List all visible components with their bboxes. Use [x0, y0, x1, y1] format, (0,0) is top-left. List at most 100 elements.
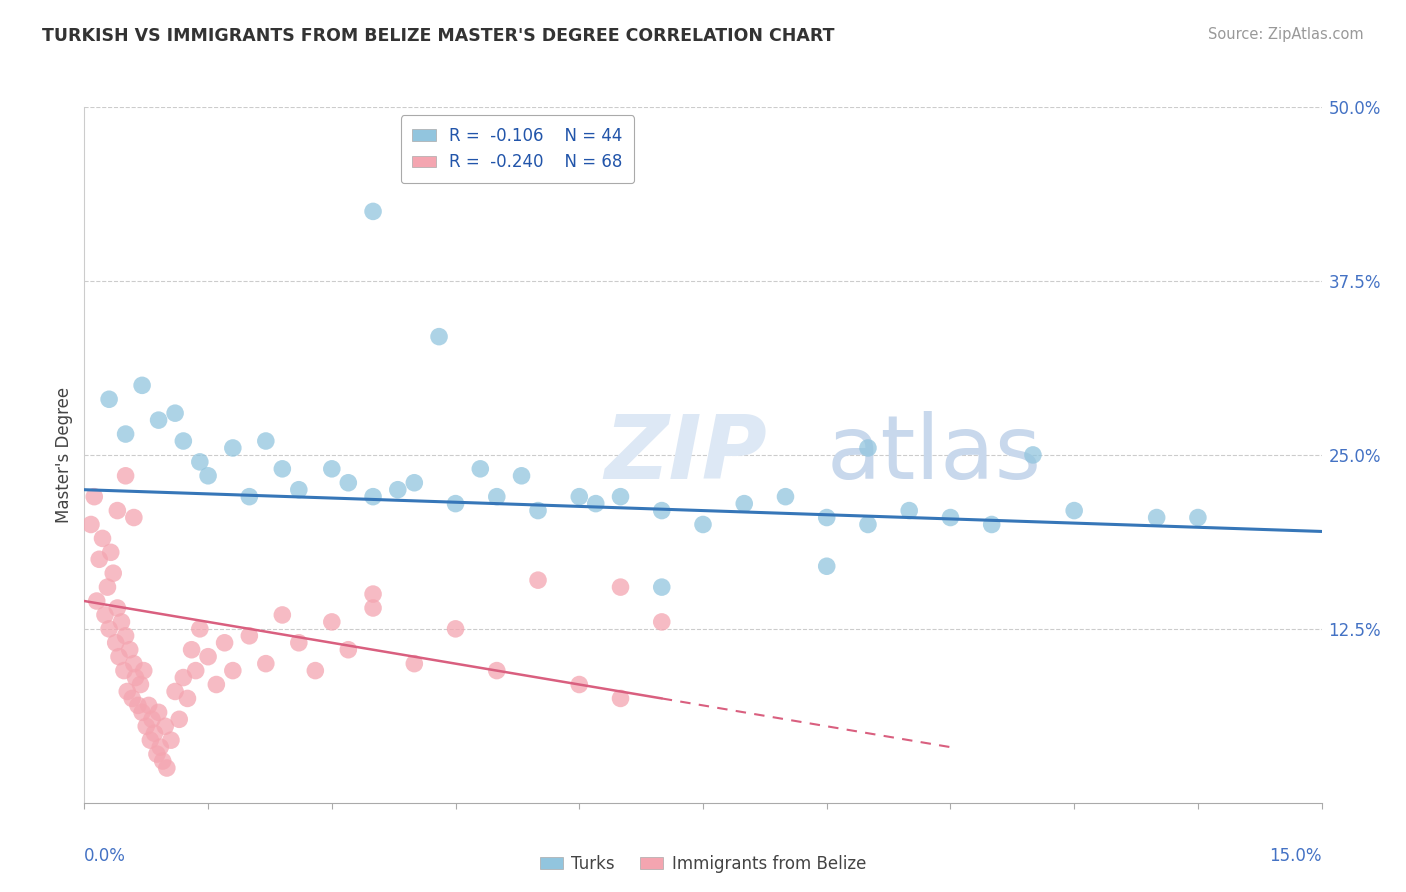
Point	[361, 490, 384, 504]
Point	[205, 677, 228, 691]
Point	[387, 483, 409, 497]
Point	[1146, 510, 1168, 524]
Point	[651, 580, 673, 594]
Point	[361, 601, 384, 615]
Point	[271, 462, 294, 476]
Point	[775, 490, 797, 504]
Legend: Turks, Immigrants from Belize: Turks, Immigrants from Belize	[533, 848, 873, 880]
Point	[172, 671, 194, 685]
Point	[129, 677, 152, 691]
Point	[585, 497, 607, 511]
Point	[404, 475, 426, 490]
Point	[132, 664, 155, 678]
Point	[856, 517, 879, 532]
Point	[609, 490, 631, 504]
Point	[180, 642, 202, 657]
Point	[361, 587, 384, 601]
Point	[238, 490, 260, 504]
Point	[609, 691, 631, 706]
Point	[117, 684, 139, 698]
Point	[124, 671, 146, 685]
Point	[1187, 510, 1209, 524]
Point	[122, 510, 145, 524]
Point	[139, 733, 162, 747]
Point	[105, 601, 128, 615]
Point	[118, 642, 141, 657]
Point	[165, 684, 187, 698]
Point	[222, 664, 245, 678]
Point	[856, 441, 879, 455]
Point	[568, 490, 591, 504]
Point	[176, 691, 198, 706]
Point	[148, 706, 170, 720]
Point	[148, 413, 170, 427]
Point	[527, 503, 550, 517]
Point	[146, 747, 169, 761]
Point	[197, 468, 219, 483]
Point	[271, 607, 294, 622]
Point	[470, 462, 492, 476]
Point	[304, 664, 326, 678]
Point	[165, 406, 187, 420]
Point	[141, 712, 163, 726]
Point	[108, 649, 131, 664]
Point	[527, 573, 550, 587]
Point	[188, 622, 211, 636]
Point	[254, 434, 277, 448]
Point	[404, 657, 426, 671]
Point	[91, 532, 114, 546]
Point	[337, 475, 360, 490]
Point	[100, 545, 122, 559]
Text: Source: ZipAtlas.com: Source: ZipAtlas.com	[1208, 27, 1364, 42]
Point	[83, 490, 105, 504]
Point	[321, 462, 343, 476]
Point	[485, 490, 508, 504]
Point	[238, 629, 260, 643]
Point	[651, 503, 673, 517]
Text: atlas: atlas	[827, 411, 1042, 499]
Point	[485, 664, 508, 678]
Point	[143, 726, 166, 740]
Point	[361, 204, 384, 219]
Point	[254, 657, 277, 671]
Point	[98, 622, 121, 636]
Point	[288, 483, 311, 497]
Point	[135, 719, 157, 733]
Point	[89, 552, 111, 566]
Point	[94, 607, 117, 622]
Point	[138, 698, 160, 713]
Point	[114, 427, 136, 442]
Point	[80, 517, 103, 532]
Text: 0.0%: 0.0%	[84, 847, 127, 865]
Point	[152, 754, 174, 768]
Point	[939, 510, 962, 524]
Point	[427, 329, 450, 343]
Point	[733, 497, 755, 511]
Point	[444, 622, 467, 636]
Point	[568, 677, 591, 691]
Point	[104, 636, 127, 650]
Point	[98, 392, 121, 407]
Point	[167, 712, 190, 726]
Point	[127, 698, 149, 713]
Point	[288, 636, 311, 650]
Point	[214, 636, 236, 650]
Point	[121, 691, 143, 706]
Point	[110, 615, 132, 629]
Point	[337, 642, 360, 657]
Text: ZIP: ZIP	[605, 411, 766, 499]
Point	[156, 761, 179, 775]
Point	[153, 719, 176, 733]
Point	[184, 664, 207, 678]
Point	[444, 497, 467, 511]
Point	[321, 615, 343, 629]
Point	[609, 580, 631, 594]
Point	[815, 559, 838, 574]
Point	[222, 441, 245, 455]
Point	[112, 664, 135, 678]
Text: TURKISH VS IMMIGRANTS FROM BELIZE MASTER'S DEGREE CORRELATION CHART: TURKISH VS IMMIGRANTS FROM BELIZE MASTER…	[42, 27, 835, 45]
Point	[131, 378, 153, 392]
Legend: R =  -0.106    N = 44, R =  -0.240    N = 68: R = -0.106 N = 44, R = -0.240 N = 68	[401, 115, 634, 183]
Point	[692, 517, 714, 532]
Point	[160, 733, 183, 747]
